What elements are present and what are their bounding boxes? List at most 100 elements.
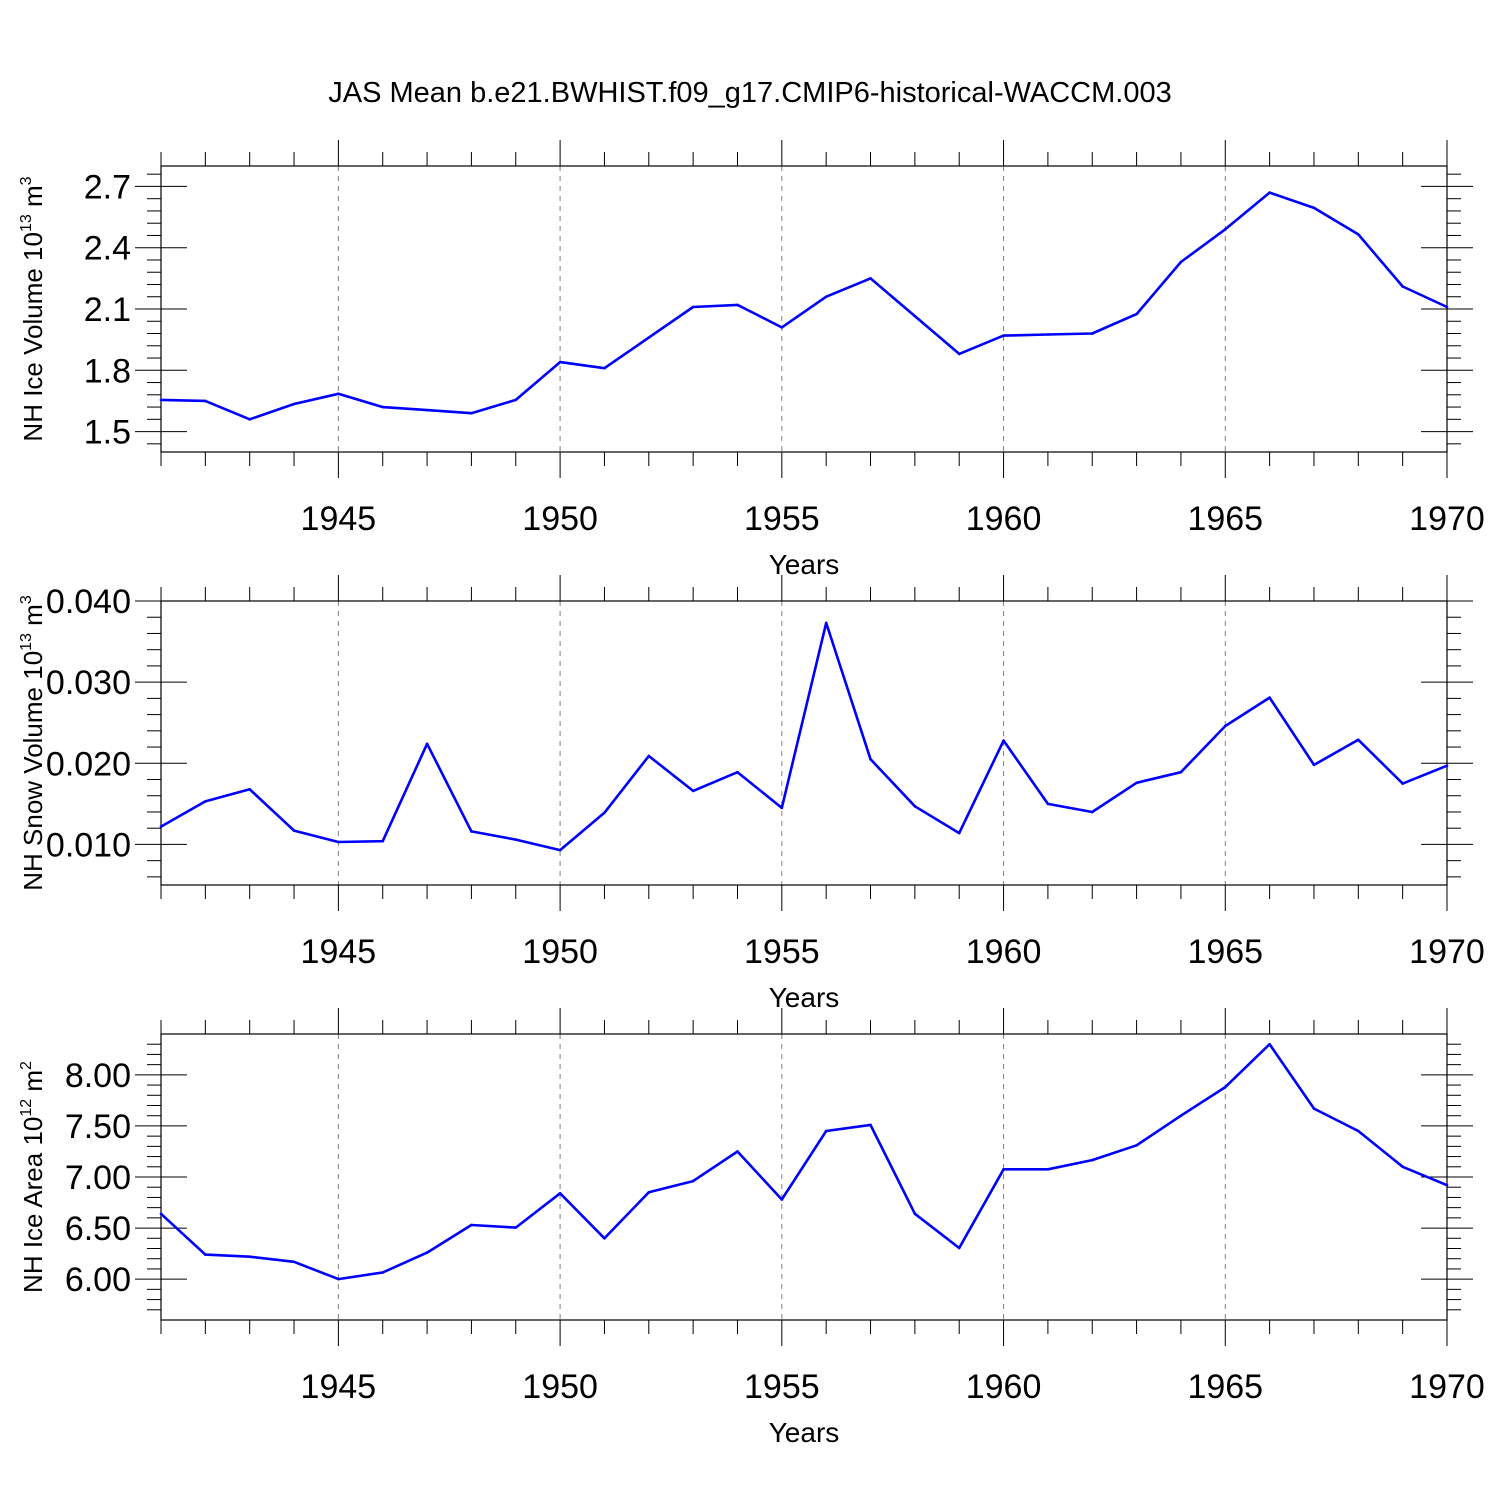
data-point <box>869 277 872 280</box>
data-point <box>1223 1085 1227 1089</box>
data-point <box>1268 1042 1271 1046</box>
y-tick-label: 8.00 <box>65 1057 131 1095</box>
data-point <box>425 408 429 412</box>
x-tick-label: 1950 <box>522 1368 598 1406</box>
x-tick-label: 1960 <box>966 1368 1042 1406</box>
data-point <box>1268 696 1271 699</box>
data-point <box>204 800 207 803</box>
data-point <box>647 336 651 339</box>
x-axis-title: Years <box>769 982 840 1013</box>
data-point <box>292 829 296 832</box>
data-point <box>1223 228 1227 231</box>
y-tick-label: 1.5 <box>84 414 131 452</box>
data-point <box>824 1129 828 1133</box>
x-tick-label: 1955 <box>744 500 820 538</box>
y-tick-label: 2.7 <box>84 168 131 206</box>
data-point <box>1002 739 1005 742</box>
snow-volume-panel: 0.010 0.020 0.030 0.040 1945 1950 1955 1960 1965… <box>18 575 1485 1013</box>
data-point <box>1135 1144 1138 1147</box>
x-axis-title: Years <box>769 1417 840 1448</box>
data-point <box>647 1191 651 1194</box>
data-point <box>514 838 518 841</box>
series-line <box>160 621 1448 852</box>
y-tick-label: 0.030 <box>46 664 131 702</box>
plot-frame <box>160 600 1448 886</box>
data-point <box>647 754 651 758</box>
data-point <box>1312 1107 1316 1110</box>
data-point <box>1135 312 1138 316</box>
data-point <box>1357 738 1360 742</box>
data-point <box>1223 724 1227 728</box>
data-point <box>337 392 340 396</box>
x-tick-label: 1970 <box>1409 500 1485 538</box>
y-axis-title: NH Snow Volume 1013 m3 <box>18 595 48 891</box>
data-point <box>691 305 695 309</box>
data-point <box>824 295 828 299</box>
data-point <box>957 352 961 356</box>
data-point <box>425 1251 429 1254</box>
x-tick-label: 1970 <box>1409 1368 1485 1406</box>
data-point <box>603 811 606 815</box>
data-point <box>1268 191 1271 194</box>
data-point <box>470 411 473 415</box>
x-tick-label: 1945 <box>301 500 377 538</box>
data-point <box>869 1123 872 1127</box>
data-point <box>204 1253 207 1256</box>
data-point <box>1445 305 1449 309</box>
data-point <box>337 1277 340 1281</box>
y-tick-label: 0.040 <box>46 583 131 621</box>
data-point <box>1002 334 1005 337</box>
data-point <box>159 1212 163 1216</box>
data-point <box>736 770 739 774</box>
data-point <box>1312 763 1316 767</box>
y-tick-label: 0.020 <box>46 745 131 783</box>
data-point <box>470 830 473 833</box>
data-point <box>558 360 562 364</box>
data-point <box>1046 1168 1050 1171</box>
ice-volume-panel: 1.5 1.8 2.1 2.4 2.7 1945 1950 1955 1960 1965 1970 Y… <box>18 140 1485 580</box>
x-tick-label: 1965 <box>1187 1368 1263 1406</box>
data-point <box>1357 1129 1360 1133</box>
data-point <box>292 1260 296 1264</box>
x-tick-label: 1955 <box>744 1368 820 1406</box>
data-point <box>1002 1168 1005 1171</box>
y-tick-label: 7.00 <box>65 1159 131 1197</box>
x-tick-label: 1950 <box>522 933 598 971</box>
data-point <box>248 787 251 791</box>
data-point <box>1401 1165 1404 1169</box>
x-tick-label: 1960 <box>966 500 1042 538</box>
data-point <box>1445 1183 1449 1187</box>
x-tick-label: 1970 <box>1409 933 1485 971</box>
data-point <box>1179 770 1183 774</box>
series-line <box>160 1042 1448 1281</box>
data-point <box>824 621 828 625</box>
data-point <box>603 366 606 370</box>
data-point <box>1046 802 1050 806</box>
data-point <box>1179 260 1183 264</box>
data-point <box>204 399 207 403</box>
y-tick-label: 2.4 <box>84 230 131 268</box>
x-tick-label: 1960 <box>966 933 1042 971</box>
data-point <box>425 742 429 746</box>
data-point <box>1312 206 1316 210</box>
data-point <box>159 398 163 402</box>
figure-title: JAS Mean b.e21.BWHIST.f09_g17.CMIP6-hist… <box>328 77 1171 109</box>
data-point <box>292 402 296 406</box>
data-point <box>248 1255 251 1258</box>
ice-area-panel: 6.00 6.50 7.00 7.50 8.00 1945 1950 1955 1960 1965… <box>18 1008 1485 1448</box>
data-point <box>514 1226 518 1229</box>
y-axis-title: NH Ice Volume 1013 m3 <box>18 176 48 441</box>
data-point <box>1090 810 1094 814</box>
plot-frame <box>160 165 1448 453</box>
data-point <box>736 1150 739 1153</box>
data-point <box>1401 285 1404 288</box>
data-point <box>957 1246 961 1250</box>
x-tick-label: 1965 <box>1187 500 1263 538</box>
series-line <box>160 191 1448 421</box>
y-tick-label: 6.00 <box>65 1261 131 1299</box>
data-point <box>603 1236 606 1240</box>
data-point <box>1179 1114 1183 1118</box>
data-point <box>913 804 917 808</box>
x-tick-label: 1945 <box>301 1368 377 1406</box>
